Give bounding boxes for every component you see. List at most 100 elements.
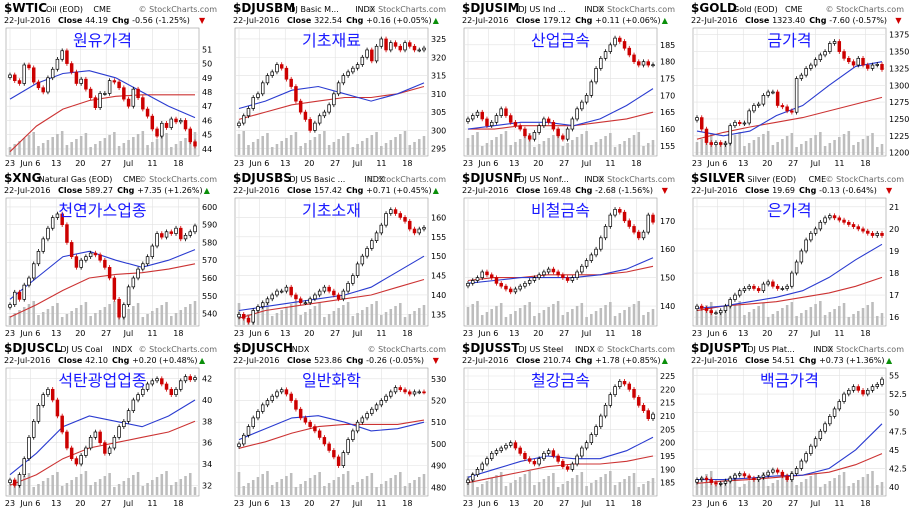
candle-up: [332, 93, 336, 106]
volume-bar: [94, 313, 97, 325]
volume-bar: [351, 147, 355, 155]
candle-up: [46, 77, 50, 93]
volume-bar: [247, 145, 250, 155]
candle-down: [308, 119, 312, 131]
candle-up: [737, 290, 742, 296]
candle-down: [851, 224, 856, 228]
volume-bar: [299, 484, 302, 495]
exchange-label: INDX: [575, 345, 596, 354]
volume-bar: [714, 147, 718, 155]
moving-average-blue: [9, 249, 196, 300]
volume-bar: [408, 483, 412, 495]
candle-up: [193, 377, 197, 381]
candle-up: [813, 438, 818, 447]
candle-up: [766, 281, 770, 285]
candle-down: [627, 220, 632, 227]
candle-up: [389, 42, 393, 51]
volume-bar: [261, 474, 264, 495]
candle-up: [723, 305, 728, 311]
candle-up: [832, 41, 837, 44]
volume-bar: [485, 312, 489, 325]
volume-bar: [733, 135, 737, 155]
candle-up: [88, 252, 93, 258]
candle-down: [289, 78, 293, 87]
volume-bar: [852, 145, 855, 155]
y-tick-label: 600: [202, 203, 217, 212]
candle-up: [804, 453, 808, 462]
volume-bar: [389, 140, 393, 155]
volume-bar: [266, 133, 269, 155]
y-tick-label: 580: [202, 238, 217, 247]
candle-up: [599, 237, 603, 250]
symbol-label: $DJUSNF: [462, 171, 521, 185]
x-tick-label: 20: [304, 159, 314, 168]
watermark: © StockCharts.com: [826, 345, 905, 354]
candle-up: [823, 423, 827, 432]
x-tick-label: 13: [51, 499, 61, 508]
candle-up: [251, 417, 255, 427]
volume-bar: [65, 314, 69, 325]
candle-up: [322, 286, 327, 292]
candle-down: [870, 232, 875, 236]
volume-bar: [857, 311, 860, 325]
volume-bar: [776, 480, 779, 495]
volume-bar: [113, 132, 116, 155]
volume-bar: [399, 472, 402, 495]
volume-bar: [556, 301, 560, 325]
x-tick-label: 11: [147, 329, 157, 338]
x-tick-label: 13: [51, 329, 61, 338]
volume-bar: [8, 316, 12, 325]
volume-bar: [261, 305, 264, 325]
x-tick-label: Jul: [581, 499, 592, 508]
volume-bar: [566, 312, 569, 325]
candle-up: [608, 44, 613, 52]
volume-bar: [804, 479, 808, 495]
candle-up: [794, 261, 799, 274]
overlay-title: 금가격: [767, 31, 811, 50]
candle-down: [561, 460, 565, 468]
candle-up: [389, 391, 393, 397]
candle-down: [709, 479, 713, 483]
chart-panel-wtic: $WTIC Oil (EOD) CME © StockCharts.com 22-Jul…: [0, 0, 229, 170]
candle-up: [804, 68, 808, 76]
y-tick-label: 160: [660, 245, 675, 254]
candle-down: [126, 98, 131, 107]
volume-bar: [179, 141, 183, 155]
volume-bar: [766, 317, 770, 325]
candle-up: [728, 125, 732, 144]
x-tick-label: 11: [834, 329, 844, 338]
candle-up: [351, 67, 355, 73]
candle-up: [284, 286, 289, 292]
volume-bar: [842, 134, 846, 155]
candle-down: [145, 108, 150, 117]
x-tick-label: 23: [5, 329, 15, 338]
candle-up: [603, 404, 608, 417]
candle-down: [780, 471, 785, 477]
volume-bar: [646, 143, 650, 155]
x-tick-label: 20: [75, 499, 85, 508]
volume-bar: [108, 304, 111, 325]
candle-up: [823, 51, 827, 56]
candle-up: [50, 217, 55, 229]
candle-up: [260, 404, 265, 412]
candle-up: [646, 214, 650, 233]
y-tick-label: 55: [889, 371, 899, 380]
y-tick-label: 305: [431, 108, 446, 117]
volume-bar: [179, 310, 183, 325]
volume-bar: [695, 480, 699, 495]
volume-bar: [51, 475, 54, 495]
y-tick-label: 18: [889, 269, 899, 278]
x-tick-label: 13: [738, 159, 748, 168]
volume-bar: [332, 480, 336, 495]
candle-up: [336, 82, 341, 95]
candle-up: [508, 442, 513, 446]
x-tick-label: 23: [692, 499, 702, 508]
candle-up: [747, 285, 751, 289]
candle-down: [785, 106, 789, 112]
volume-bar: [79, 305, 83, 325]
candle-down: [637, 396, 641, 406]
x-tick-label: Jul: [810, 329, 821, 338]
volume-bar: [394, 306, 397, 325]
volume-bar: [533, 485, 536, 495]
